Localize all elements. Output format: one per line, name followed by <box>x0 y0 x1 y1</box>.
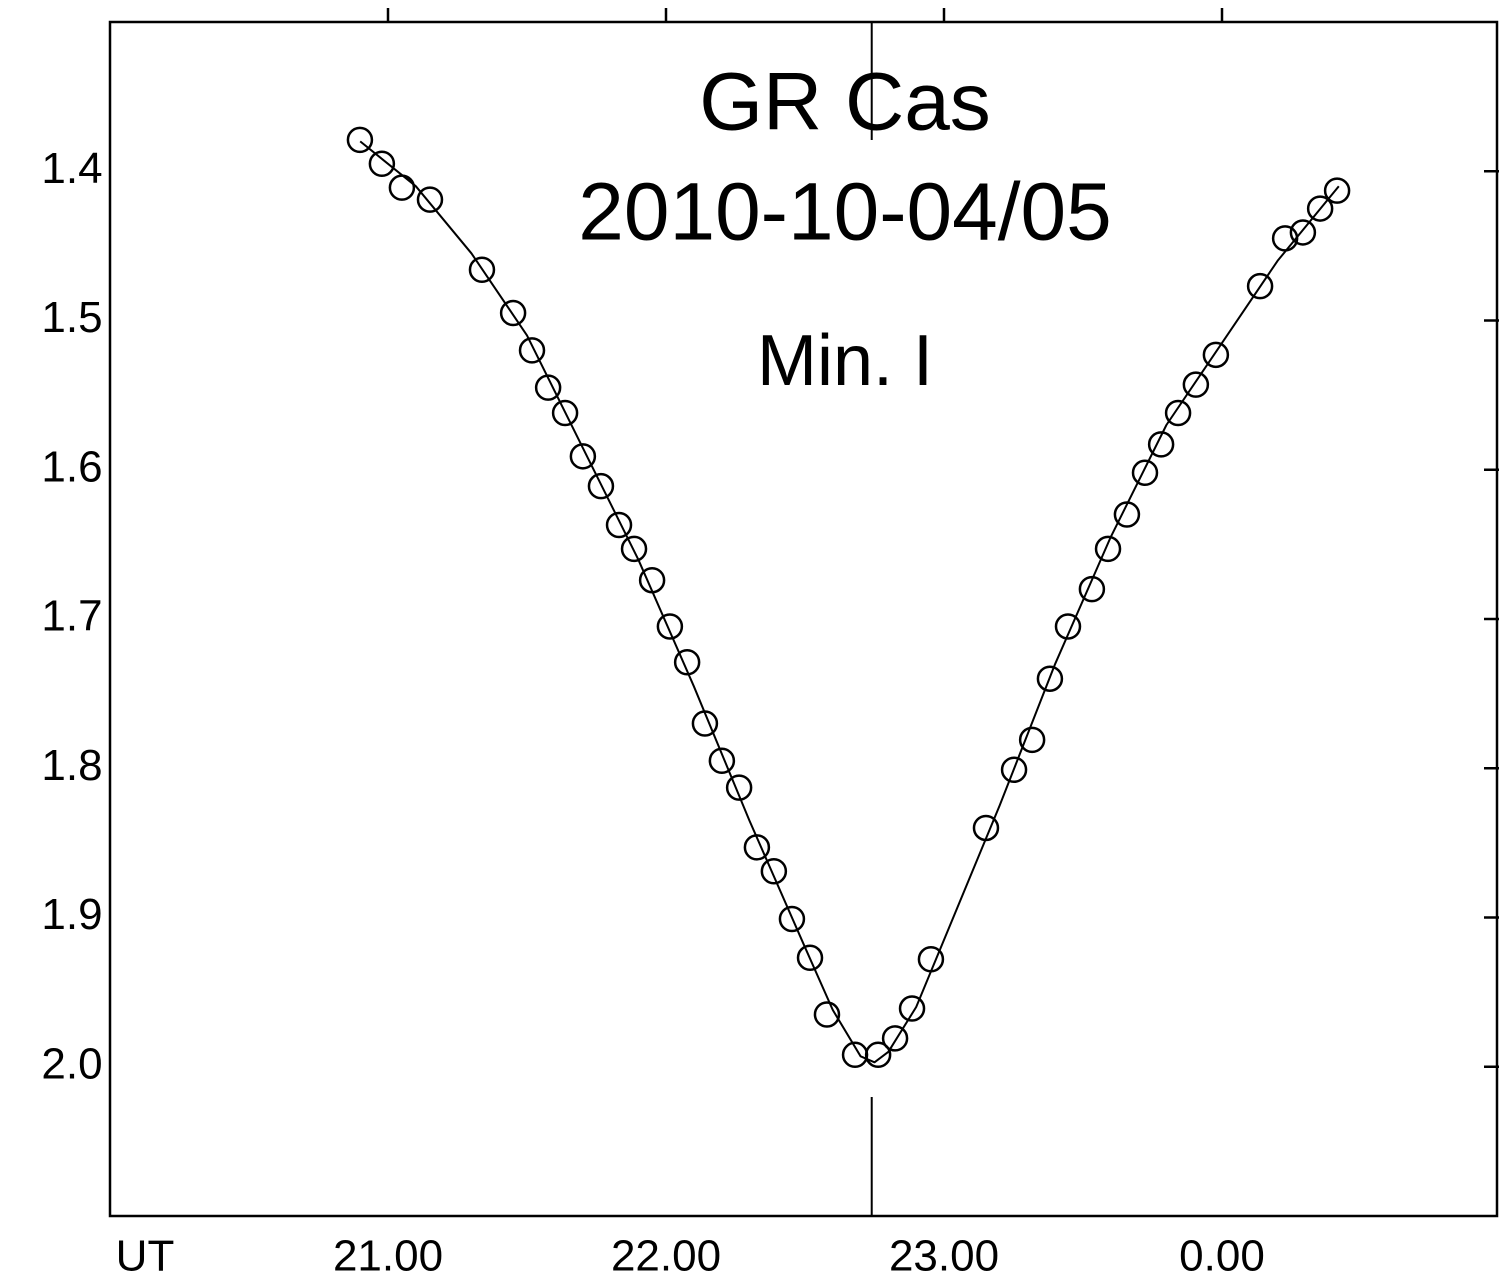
data-point <box>1306 195 1334 222</box>
y-tick-label: 1.7 <box>41 592 102 641</box>
data-point <box>1164 399 1192 427</box>
data-point <box>1094 535 1122 563</box>
data-point <box>1113 501 1141 528</box>
data-point <box>691 710 719 737</box>
data-point <box>499 299 527 327</box>
data-point <box>368 150 396 178</box>
data-point <box>673 649 701 676</box>
data-point <box>1202 341 1230 369</box>
data-point <box>1147 431 1175 458</box>
chart-subtitle: 2010-10-04/05 <box>578 167 1111 258</box>
data-point <box>518 337 546 364</box>
data-point <box>638 566 666 594</box>
data-point <box>1036 665 1064 692</box>
data-point <box>864 1041 892 1069</box>
data-point <box>1054 613 1082 640</box>
data-point <box>569 443 597 470</box>
data-point <box>388 174 416 201</box>
data-point <box>1246 272 1274 300</box>
y-tick-label: 1.9 <box>41 890 102 939</box>
data-point <box>881 1025 909 1052</box>
y-tick-label: 2.0 <box>41 1039 102 1088</box>
x-tick-label: 0.00 <box>1179 1232 1265 1279</box>
data-point <box>813 1001 841 1028</box>
data-point <box>841 1041 869 1069</box>
y-tick-label: 1.4 <box>41 144 102 193</box>
data-point <box>1271 225 1299 252</box>
x-tick-label: 23.00 <box>889 1232 999 1279</box>
data-point <box>468 256 496 284</box>
y-tick-label: 1.8 <box>41 741 102 790</box>
data-point <box>1289 219 1317 246</box>
data-point <box>917 946 945 973</box>
data-point <box>1323 177 1351 204</box>
y-tick-label: 1.5 <box>41 293 102 342</box>
x-tick-label: 22.00 <box>611 1232 721 1279</box>
data-point <box>346 126 374 154</box>
data-point <box>796 944 824 972</box>
data-point <box>972 814 1000 842</box>
data-point <box>587 472 615 500</box>
data-point <box>620 535 648 563</box>
data-point <box>605 511 633 539</box>
fit-curve <box>359 140 1340 1064</box>
data-point <box>708 747 736 775</box>
data-point <box>725 774 753 801</box>
data-point <box>1131 459 1159 486</box>
x-tick-label: 21.00 <box>333 1232 443 1279</box>
data-point <box>898 995 926 1022</box>
annotation: Min. I <box>757 321 933 401</box>
data-point <box>1078 575 1106 603</box>
data-point <box>656 613 684 640</box>
chart-title: GR Cas <box>699 57 991 148</box>
data-point <box>778 905 806 933</box>
y-tick-label: 1.6 <box>41 442 102 491</box>
data-point <box>551 399 579 427</box>
data-point <box>1182 371 1210 398</box>
data-point <box>534 374 562 401</box>
data-point <box>1018 726 1046 754</box>
data-point <box>743 834 771 861</box>
x-axis-label: UT <box>116 1232 175 1279</box>
data-point <box>1000 756 1028 783</box>
data-point <box>416 186 444 213</box>
data-point <box>760 857 788 885</box>
